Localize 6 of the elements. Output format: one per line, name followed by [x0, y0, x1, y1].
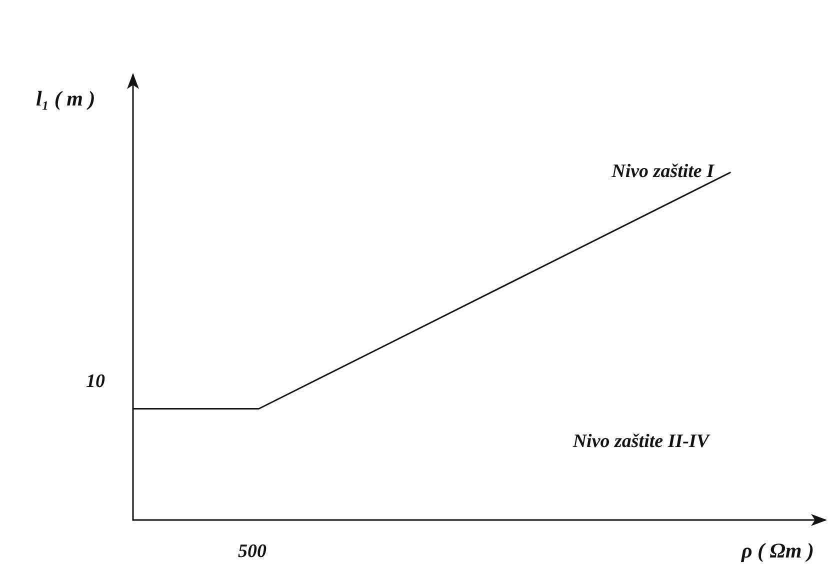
y-axis-title: l₁ ( m )	[36, 86, 96, 110]
text: 10	[86, 371, 106, 392]
annotation: Nivo zaštite I	[610, 161, 715, 182]
text: 500	[238, 541, 267, 562]
annotation: Nivo zaštite II-IV	[572, 431, 710, 452]
x-axis-title: ρ ( Ωm )	[740, 538, 814, 562]
